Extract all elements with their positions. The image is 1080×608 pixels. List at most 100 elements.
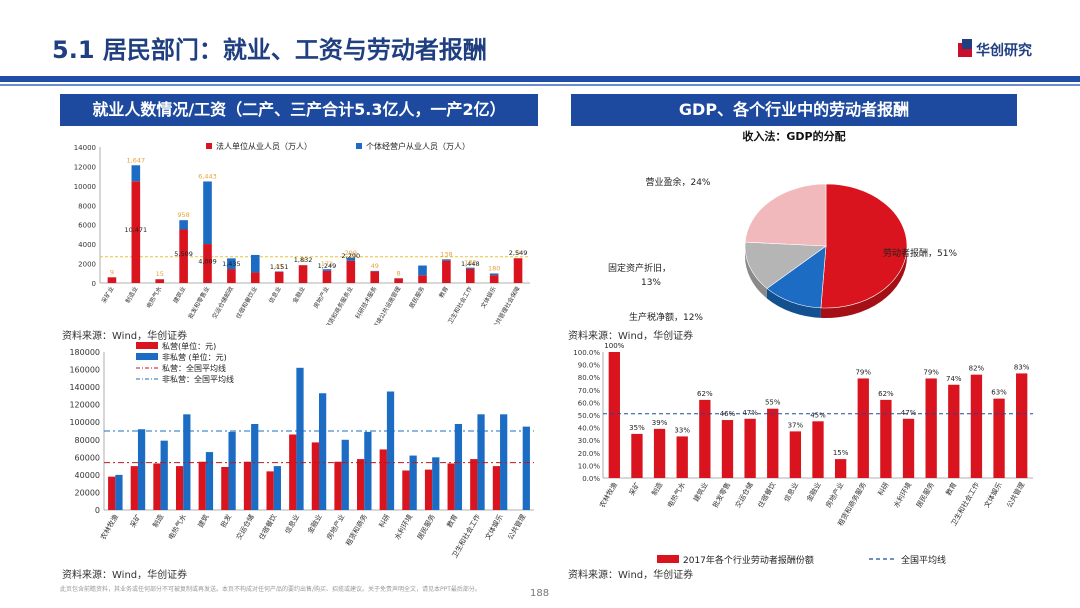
x-tick-label: 批发零售 [710,481,732,510]
y-tick-label: 120000 [69,401,100,410]
bar-nonprivate-wage [522,426,530,510]
data-label-individual: 299 [345,249,357,257]
bar-individual [322,269,332,271]
pie-title: 收入法：GDP的分配 [742,129,845,143]
x-tick-label: 建筑 [196,513,211,530]
bar-private-wage [424,469,433,510]
y-tick-label: 100.0% [573,349,600,357]
x-tick-label: 制造业 [124,285,140,305]
bar-nonprivate-wage [341,439,349,510]
data-label: 62% [697,390,713,398]
bar-labor-share [676,436,688,478]
bar-legal-entity [513,258,523,283]
data-label-individual: 6,443 [198,172,217,180]
legend-swatch-individual [356,143,362,149]
y-tick-label: 40000 [75,471,100,480]
data-label-legal-entity: 4,009 [198,258,217,266]
bar-nonprivate-wage [364,431,372,510]
data-label-individual: 49 [371,262,379,270]
data-label-legal-entity: 1,249 [318,262,337,270]
legend-label-legal-entity: 法人单位从业人员（万人） [216,141,312,151]
x-tick-label: 水利环境 [392,513,414,542]
legend-label-private: 私营(单位：元) [162,341,216,351]
x-tick-label: 教育 [445,513,460,530]
x-tick-label: 信息业 [782,481,800,504]
bar-legal-entity [155,279,165,283]
bar-legal-entity [131,181,141,283]
bar-nonprivate-wage [137,429,146,510]
data-label: 100% [604,342,624,350]
x-tick-label: 电热气水 [145,285,164,310]
x-tick-label: 文体娱乐 [982,481,1004,510]
bar-private-wage [266,471,274,510]
data-label-individual: 8 [397,269,401,277]
y-tick-label: 70.0% [578,387,601,395]
legend-label-labor-share: 2017年各个行业劳动者报酬份额 [683,554,814,566]
data-label-individual: 958 [177,211,189,219]
data-label-legal-entity: 1,448 [461,260,480,268]
y-tick-label: 90.0% [578,362,601,370]
bar-private-wage [447,463,455,510]
x-tick-label: 采矿 [627,481,642,498]
data-label-individual: 172 [321,260,333,268]
data-label-individual: 0 [516,249,520,257]
data-label-legal-entity: 2,290 [342,252,361,260]
y-tick-label: 0 [92,280,96,288]
x-tick-label: 信息业 [283,513,301,536]
legend-swatch-nonprivate [136,353,158,360]
data-label: 55% [765,399,781,407]
bar-legal-entity [418,275,427,283]
right-panel-title: GDP、各个行业中的劳动者报酬 [571,94,1017,126]
y-tick-label: 4000 [78,241,96,249]
bar-labor-share [993,398,1005,478]
bar-private-wage [311,442,319,510]
data-label-legal-entity: 10,471 [124,226,147,234]
source-note-4: 资料来源：Wind，华创证券 [568,570,694,581]
bar-private-wage [153,463,161,510]
bar-nonprivate-wage [296,367,304,510]
x-tick-label: 居民服务 [407,285,426,310]
bar-legal-entity [250,272,260,283]
x-tick-label: 科研技术服务 [354,285,379,320]
bar-legal-entity [442,260,451,283]
pie-label: 营业盈余，24% [645,176,710,188]
bar-private-wage [198,461,206,510]
x-tick-label: 采矿业 [100,285,116,305]
x-tick-label: 居民服务 [415,513,437,542]
employment-chart: 0 2000 4000 6000 8000 10000 12000 14000 9 采矿业 1,64… [74,141,530,325]
x-tick-label: 居民服务 [914,481,936,510]
y-tick-label: 14000 [74,144,96,152]
logo-icon [958,39,972,57]
x-tick-label: 批发 [218,513,233,530]
y-tick-label: 2000 [78,261,96,269]
bar-labor-share [902,418,915,478]
bar-nonprivate-wage [500,414,508,510]
y-tick-label: 80.0% [578,374,601,382]
data-label-individual: 132 [464,259,476,267]
x-tick-label: 公共管理 [506,513,528,542]
data-label-legal-entity: 1,832 [294,256,313,264]
pie-slice [820,183,908,309]
bar-labor-share [767,408,779,478]
bar-legal-entity [370,271,380,283]
bar-individual [179,220,188,230]
pie-slice [744,183,827,247]
bar-individual [250,254,260,273]
legend-label-nonprivate: 非私营 (单位：元) [162,352,227,362]
bar-private-wage [108,476,116,510]
x-tick-label: 水利环境 [891,481,913,510]
data-label: 47% [742,409,758,417]
bar-private-wage [289,434,297,510]
data-label-individual: 45 [275,262,283,270]
pie-label: 固定资产折旧， [608,262,671,274]
x-tick-label: 房地产业 [824,481,846,510]
x-tick-label: 建筑业 [171,285,187,305]
bar-private-wage [379,449,387,510]
logo-text: 华创研究 [976,43,1032,59]
bar-private-wage [402,470,410,510]
bar-individual [227,258,236,270]
bar-legal-entity [179,229,188,283]
bar-nonprivate-wage [319,393,327,510]
bar-individual [442,259,451,261]
labor-share-chart: 0.0% 10.0% 20.0% 30.0% 40.0% 50.0% 60.0% 70.0% 8… [573,342,1033,566]
